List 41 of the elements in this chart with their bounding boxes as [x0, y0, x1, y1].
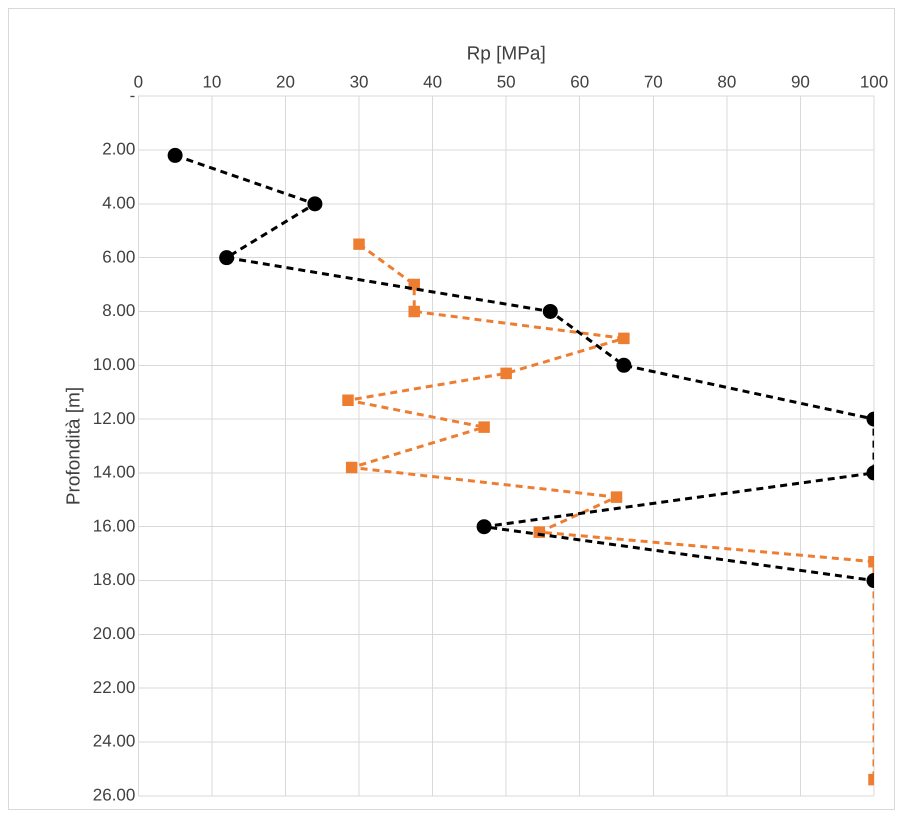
x-tick-label: 90 — [790, 72, 810, 92]
point — [307, 196, 322, 212]
y-tick-label: - — [130, 86, 136, 105]
y-tick-label: 10.00 — [92, 354, 136, 374]
x-tick-label: 40 — [423, 72, 442, 92]
x-tick-label: 0 — [134, 72, 144, 92]
y-tick-label: 24.00 — [92, 732, 136, 751]
x-tick-label: 50 — [496, 72, 516, 92]
y-tick-label: 6.00 — [102, 247, 136, 266]
point — [500, 368, 512, 380]
x-tick-label: 20 — [276, 72, 295, 92]
x-tick-label: 80 — [717, 72, 736, 92]
point — [476, 519, 492, 534]
y-tick-label: 22.00 — [92, 678, 136, 697]
point — [542, 304, 558, 319]
y-tick-label: 4.00 — [102, 194, 136, 213]
point — [610, 491, 622, 503]
x-tick-label: 60 — [570, 72, 590, 92]
y-tick-label: 2.00 — [102, 140, 136, 159]
y-tick-label: 8.00 — [102, 301, 136, 320]
point — [478, 421, 490, 433]
y-tick-label: 26.00 — [92, 785, 136, 804]
x-tick-label: 100 — [860, 72, 888, 92]
y-axis-title: Profondità [m] — [64, 386, 85, 506]
point — [219, 250, 234, 266]
x-tick-label: 10 — [202, 72, 222, 92]
x-tick-label: 70 — [644, 72, 663, 92]
y-tick-label: 18.00 — [92, 570, 136, 590]
point — [168, 148, 183, 163]
y-tick-label: 16.00 — [92, 516, 136, 536]
x-axis-title: Rp [MPa] — [466, 44, 546, 65]
point — [346, 462, 358, 474]
point — [353, 238, 365, 250]
y-tick-label: 20.00 — [92, 624, 136, 644]
point — [408, 306, 420, 318]
y-tick-label: 12.00 — [92, 408, 136, 428]
x-tick-label: 30 — [350, 72, 368, 92]
y-tick-label: 14.00 — [92, 462, 136, 482]
point — [616, 358, 632, 373]
point — [408, 278, 420, 290]
point — [342, 394, 354, 406]
